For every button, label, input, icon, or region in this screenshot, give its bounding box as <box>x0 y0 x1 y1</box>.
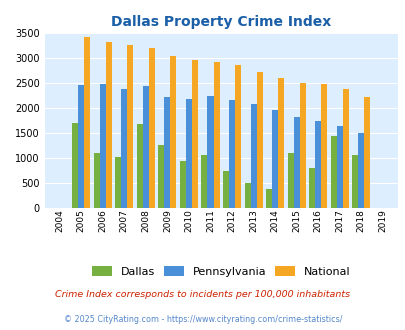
Bar <box>320 84 326 208</box>
Bar <box>352 155 357 208</box>
Bar <box>158 145 164 208</box>
Bar <box>222 171 228 208</box>
Bar <box>314 121 320 208</box>
Text: © 2025 CityRating.com - https://www.cityrating.com/crime-statistics/: © 2025 CityRating.com - https://www.city… <box>64 315 341 324</box>
Text: Crime Index corresponds to incidents per 100,000 inhabitants: Crime Index corresponds to incidents per… <box>55 290 350 299</box>
Bar <box>357 133 363 208</box>
Bar <box>136 124 143 208</box>
Bar <box>265 189 271 208</box>
Bar <box>170 56 176 208</box>
Bar <box>228 100 234 208</box>
Bar <box>330 136 336 208</box>
Bar <box>244 183 250 208</box>
Bar <box>192 60 198 208</box>
Bar <box>287 153 293 208</box>
Bar <box>277 79 284 208</box>
Bar <box>84 37 90 208</box>
Title: Dallas Property Crime Index: Dallas Property Crime Index <box>111 15 330 29</box>
Bar <box>115 157 121 208</box>
Legend: Dallas, Pennsylvania, National: Dallas, Pennsylvania, National <box>92 266 350 277</box>
Bar <box>293 117 299 208</box>
Bar <box>271 110 277 208</box>
Bar <box>179 161 185 208</box>
Bar <box>256 72 262 208</box>
Bar <box>127 46 133 208</box>
Bar <box>185 99 192 208</box>
Bar <box>164 97 170 208</box>
Bar <box>363 97 369 208</box>
Bar <box>299 83 305 208</box>
Bar <box>234 65 241 208</box>
Bar <box>143 86 149 208</box>
Bar <box>213 62 219 208</box>
Bar <box>100 84 106 208</box>
Bar <box>149 49 155 208</box>
Bar <box>78 85 84 208</box>
Bar <box>94 153 100 208</box>
Bar <box>106 43 112 208</box>
Bar <box>342 89 348 208</box>
Bar <box>121 89 127 208</box>
Bar <box>72 123 78 208</box>
Bar <box>201 155 207 208</box>
Bar <box>207 96 213 208</box>
Bar <box>336 126 342 208</box>
Bar <box>308 168 314 208</box>
Bar <box>250 105 256 208</box>
